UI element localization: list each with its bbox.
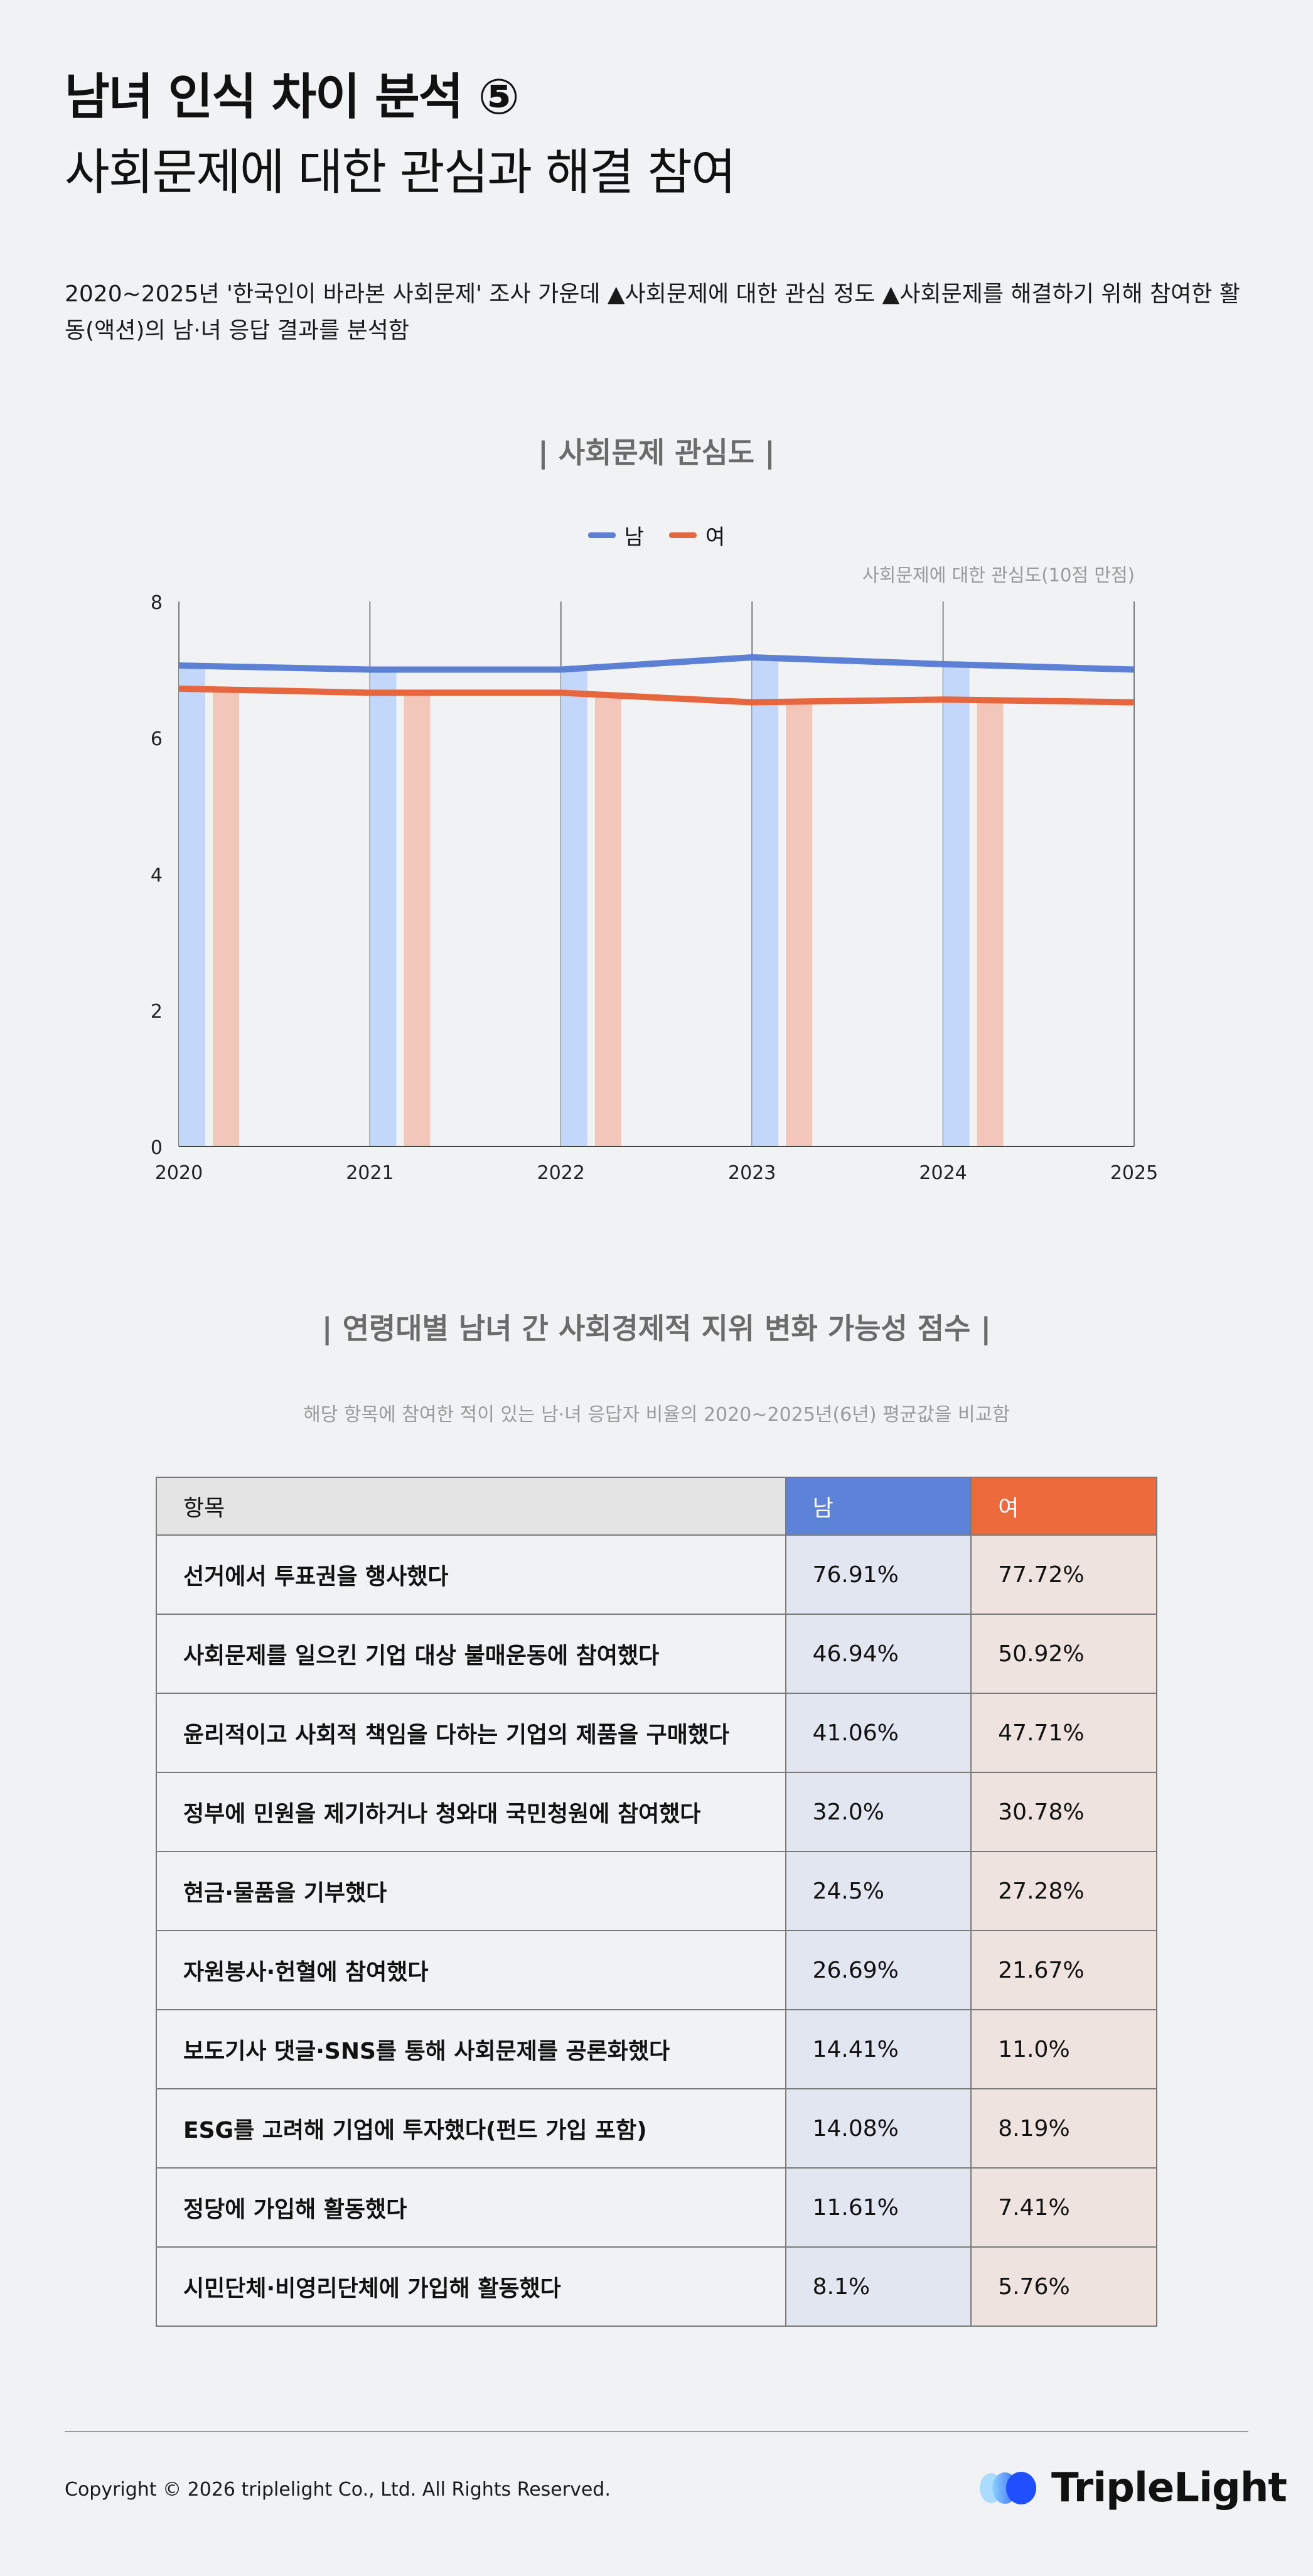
table-row: 윤리적이고 사회적 책임을 다하는 기업의 제품을 구매했다 41.06% 47…	[156, 1693, 1157, 1773]
row-item: 선거에서 투표권을 행사했다	[156, 1534, 786, 1615]
table-row: 보도기사 댓글·SNS를 통해 사회문제를 공론화했다 14.41% 11.0%	[156, 2009, 1157, 2089]
legend-swatch-male	[587, 532, 616, 538]
table-row: 선거에서 투표권을 행사했다 76.91% 77.72%	[156, 1534, 1157, 1615]
bar-male	[943, 664, 970, 1146]
table-row: 자원봉사·헌혈에 참여했다 26.69% 21.67%	[156, 1930, 1157, 2010]
triplelight-logo: TripleLight	[975, 2465, 1287, 2511]
page-title-line2: 사회문제에 대한 관심과 해결 참여	[65, 144, 736, 201]
legend-label-male: 남	[624, 525, 644, 550]
row-item: 정당에 가입해 활동했다	[156, 2167, 786, 2248]
table-title: | 연령대별 남녀 간 사회경제적 지위 변화 가능성 점수 |	[321, 1312, 992, 1345]
bar-male	[179, 665, 205, 1146]
row-female: 27.28%	[970, 1851, 1157, 1931]
bar-male	[370, 669, 397, 1146]
row-item: 현금·물품을 기부했다	[156, 1851, 786, 1931]
header-female: 여	[970, 1477, 1157, 1536]
row-male: 8.1%	[785, 2246, 972, 2327]
x-tick-label: 2023	[728, 1162, 776, 1184]
row-female: 5.76%	[970, 2246, 1157, 2327]
bar-female	[213, 688, 239, 1146]
chart-unit-note: 사회문제에 대한 관심도(10점 만점)	[862, 564, 1135, 586]
row-item: 시민단체·비영리단체에 가입해 활동했다	[156, 2246, 786, 2327]
row-item: 자원봉사·헌혈에 참여했다	[156, 1930, 786, 2010]
y-tick-label: 0	[151, 1137, 163, 1159]
table-row: 현금·물품을 기부했다 24.5% 27.28%	[156, 1851, 1157, 1931]
bar-female	[404, 693, 431, 1146]
y-tick-label: 2	[151, 1001, 163, 1023]
row-male: 41.06%	[785, 1693, 972, 1773]
footer-divider	[65, 2431, 1248, 2432]
legend-item-female: 여	[669, 520, 725, 551]
y-tick-label: 4	[151, 865, 163, 887]
legend-swatch-female	[669, 532, 697, 538]
row-female: 11.0%	[970, 2009, 1157, 2089]
table-note: 해당 항목에 참여한 적이 있는 남·녀 응답자 비율의 2020~2025년(…	[303, 1404, 1010, 1426]
interest-chart: 0 2 4 6 8 2020 2021 2022 2023 2024 2025	[151, 592, 1158, 1184]
row-item: 보도기사 댓글·SNS를 통해 사회문제를 공론화했다	[156, 2009, 786, 2089]
table-row: 시민단체·비영리단체에 가입해 활동했다 8.1% 5.76%	[156, 2246, 1157, 2327]
row-female: 30.78%	[970, 1772, 1157, 1852]
row-male: 14.41%	[785, 2009, 972, 2089]
page-description: 2020~2025년 '한국인이 바라본 사회문제' 조사 가운데 ▲사회문제에…	[65, 281, 1240, 343]
row-male: 26.69%	[785, 1930, 972, 2010]
logo-mark-icon	[980, 2472, 1036, 2504]
line-series-male	[178, 654, 1135, 673]
row-male: 11.61%	[785, 2167, 972, 2248]
row-item: 사회문제를 일으킨 기업 대상 불매운동에 참여했다	[156, 1614, 786, 1694]
row-male: 14.08%	[785, 2088, 972, 2169]
bar-male	[752, 657, 779, 1146]
y-tick-label: 8	[151, 592, 163, 614]
row-female: 47.71%	[970, 1693, 1157, 1773]
table-header-row: 항목 남 여	[156, 1477, 1157, 1536]
legend-item-male: 남	[587, 520, 644, 551]
row-item: 정부에 민원을 제기하거나 청와대 국민청원에 참여했다	[156, 1772, 786, 1852]
y-tick-label: 6	[151, 728, 163, 750]
x-tick-label: 2021	[346, 1162, 394, 1184]
x-tick-label: 2022	[537, 1162, 585, 1184]
row-male: 32.0%	[785, 1772, 972, 1852]
legend-label-female: 여	[705, 525, 726, 550]
bar-female	[977, 699, 1004, 1146]
row-male: 46.94%	[785, 1614, 972, 1694]
page-title-line1: 남녀 인식 차이 분석 ⑤	[65, 69, 520, 126]
logo-text: TripleLight	[1051, 2465, 1287, 2511]
header-male: 남	[785, 1477, 972, 1536]
table-row: 정부에 민원을 제기하거나 청와대 국민청원에 참여했다 32.0% 30.78…	[156, 1772, 1157, 1852]
row-male: 76.91%	[785, 1534, 972, 1615]
header-item: 항목	[156, 1477, 786, 1536]
row-female: 50.92%	[970, 1614, 1157, 1694]
row-female: 8.19%	[970, 2088, 1157, 2169]
table-row: 정당에 가입해 활동했다 11.61% 7.41%	[156, 2167, 1157, 2248]
chart-legend: 남 여	[0, 520, 1313, 551]
x-tick-label: 2024	[919, 1162, 967, 1184]
participation-table: 항목 남 여 선거에서 투표권을 행사했다 76.91% 77.72% 사회문제…	[156, 1477, 1157, 2327]
bar-male	[560, 669, 587, 1146]
table-row: 사회문제를 일으킨 기업 대상 불매운동에 참여했다 46.94% 50.92%	[156, 1614, 1157, 1694]
table-row: ESG를 고려해 기업에 투자했다(펀드 가입 포함) 14.08% 8.19%	[156, 2088, 1157, 2169]
x-tick-label: 2025	[1110, 1162, 1158, 1184]
row-female: 77.72%	[970, 1534, 1157, 1615]
row-item: 윤리적이고 사회적 책임을 다하는 기업의 제품을 구매했다	[156, 1693, 786, 1773]
row-male: 24.5%	[785, 1851, 972, 1931]
x-tick-label: 2020	[155, 1162, 203, 1184]
row-item: ESG를 고려해 기업에 투자했다(펀드 가입 포함)	[156, 2088, 786, 2169]
copyright-text: Copyright © 2026 triplelight Co., Ltd. A…	[65, 2479, 611, 2501]
bar-female	[786, 702, 813, 1146]
row-female: 21.67%	[970, 1930, 1157, 2010]
chart-title: | 사회문제 관심도 |	[538, 436, 775, 470]
bar-female	[594, 693, 621, 1146]
line-series-female	[178, 685, 1135, 706]
row-female: 7.41%	[970, 2167, 1157, 2248]
